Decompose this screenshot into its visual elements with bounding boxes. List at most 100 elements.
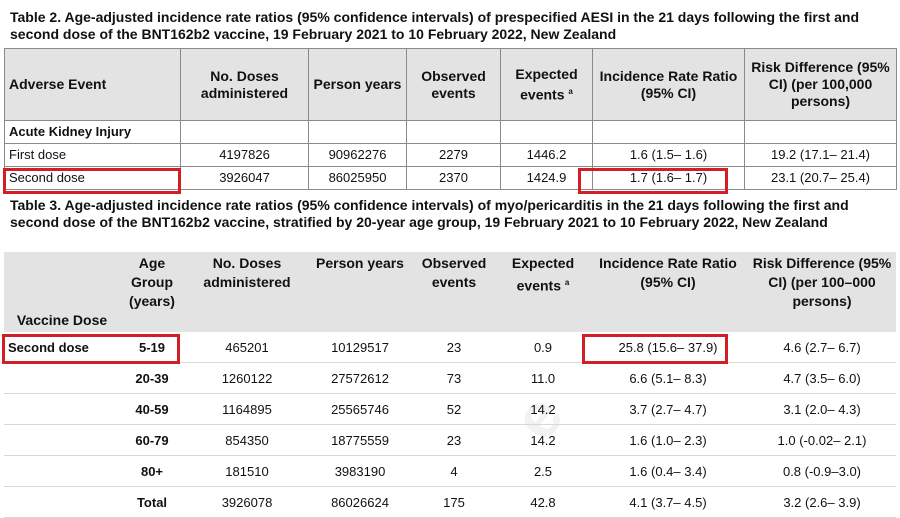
highlight-second-dose-t2 bbox=[3, 168, 181, 194]
row-age: 80+ bbox=[120, 455, 184, 487]
cell-person-years: 3983190 bbox=[310, 455, 410, 487]
cell-risk-diff: 1.0 (-0.02– 2.1) bbox=[748, 424, 896, 456]
cell-expected: 0.9 bbox=[498, 332, 588, 363]
table3-caption: Table 3. Age-adjusted incidence rate rat… bbox=[10, 197, 849, 230]
header-expected-text: Expected events bbox=[511, 255, 575, 294]
cell-person-years: 10129517 bbox=[310, 332, 410, 363]
group-label: Acute Kidney Injury bbox=[4, 120, 181, 144]
cell-observed: 73 bbox=[410, 362, 498, 394]
cell-doses: 854350 bbox=[184, 424, 310, 456]
row-dose bbox=[4, 455, 120, 487]
cell-person-years: 90962276 bbox=[308, 143, 407, 167]
table-row: First dose 4197826 90962276 2279 1446.2 … bbox=[4, 143, 897, 167]
cell-observed: 2370 bbox=[406, 166, 501, 190]
header-irr: Incidence Rate Ratio (95% CI) bbox=[588, 252, 748, 332]
cell-risk-diff: 4.6 (2.7– 6.7) bbox=[748, 332, 896, 363]
cell bbox=[744, 120, 897, 144]
cell-observed: 175 bbox=[410, 486, 498, 518]
header-expected-footnote: a bbox=[564, 278, 570, 287]
cell bbox=[308, 120, 407, 144]
table2-caption: Table 2. Age-adjusted incidence rate rat… bbox=[10, 9, 860, 42]
header-expected: Expected events a bbox=[498, 252, 588, 332]
cell-expected: 14.2 bbox=[498, 424, 588, 456]
highlight-second-dose-t3 bbox=[2, 334, 180, 364]
table-row: 20-39 1260122 27572612 73 11.0 6.6 (5.1–… bbox=[4, 362, 896, 394]
table-row: Acute Kidney Injury bbox=[4, 120, 897, 144]
cell-expected: 42.8 bbox=[498, 486, 588, 518]
cell-doses: 181510 bbox=[184, 455, 310, 487]
cell bbox=[592, 120, 745, 144]
header-expected: Expected events a bbox=[500, 48, 593, 121]
cell-irr: 1.6 (1.0– 2.3) bbox=[588, 424, 748, 456]
table-row: 40-59 1164895 25565746 52 14.2 3.7 (2.7–… bbox=[4, 393, 896, 425]
table3: Vaccine Dose Age Group (years) No. Doses… bbox=[4, 252, 896, 518]
cell-person-years: 86026624 bbox=[310, 486, 410, 518]
header-expected-footnote: a bbox=[568, 86, 573, 96]
cell-risk-diff: 23.1 (20.7– 25.4) bbox=[744, 166, 897, 190]
cell bbox=[500, 120, 593, 144]
cell-person-years: 86025950 bbox=[308, 166, 407, 190]
cell-doses: 3926078 bbox=[184, 486, 310, 518]
cell-irr: 3.7 (2.7– 4.7) bbox=[588, 393, 748, 425]
row-dose bbox=[4, 362, 120, 394]
header-adverse-event: Adverse Event bbox=[4, 48, 181, 121]
cell-risk-diff: 19.2 (17.1– 21.4) bbox=[744, 143, 897, 167]
cell-risk-diff: 4.7 (3.5– 6.0) bbox=[748, 362, 896, 394]
header-vaccine-dose: Vaccine Dose bbox=[4, 252, 120, 332]
row-age: 5-19 bbox=[120, 332, 184, 363]
table-row: Total 3926078 86026624 175 42.8 4.1 (3.7… bbox=[4, 486, 896, 518]
cell-person-years: 27572612 bbox=[310, 362, 410, 394]
row-dose bbox=[4, 424, 120, 456]
row-age: Total bbox=[120, 486, 184, 518]
cell-expected: 1424.9 bbox=[500, 166, 593, 190]
cell-person-years: 18775559 bbox=[310, 424, 410, 456]
cell-expected: 11.0 bbox=[498, 362, 588, 394]
header-expected-text: Expected events bbox=[515, 65, 578, 103]
cell-doses: 1260122 bbox=[184, 362, 310, 394]
row-age: 60-79 bbox=[120, 424, 184, 456]
cell-doses: 465201 bbox=[184, 332, 310, 363]
cell-irr: 1.6 (1.5– 1.6) bbox=[592, 143, 745, 167]
table-row: Second dose 5-19 465201 10129517 23 0.9 … bbox=[4, 332, 896, 363]
header-person-years: Person years bbox=[308, 48, 407, 121]
header-observed: Observed events bbox=[410, 252, 498, 332]
cell-expected: 2.5 bbox=[498, 455, 588, 487]
row-label: First dose bbox=[4, 143, 181, 167]
row-dose bbox=[4, 393, 120, 425]
cell-observed: 23 bbox=[410, 332, 498, 363]
header-observed: Observed events bbox=[406, 48, 501, 121]
cell-risk-diff: 3.1 (2.0– 4.3) bbox=[748, 393, 896, 425]
highlight-irr-t2 bbox=[578, 168, 728, 194]
cell-person-years: 25565746 bbox=[310, 393, 410, 425]
cell-risk-diff: 3.2 (2.6– 3.9) bbox=[748, 486, 896, 518]
cell-observed: 52 bbox=[410, 393, 498, 425]
cell-observed: 2279 bbox=[406, 143, 501, 167]
table-row: 60-79 854350 18775559 23 14.2 1.6 (1.0– … bbox=[4, 424, 896, 456]
row-age: 40-59 bbox=[120, 393, 184, 425]
cell bbox=[180, 120, 309, 144]
cell-irr: 1.6 (0.4– 3.4) bbox=[588, 455, 748, 487]
header-risk-diff: Risk Difference (95% CI) (per 100–000 pe… bbox=[748, 252, 896, 332]
cell-doses: 4197826 bbox=[180, 143, 309, 167]
cell-irr: 4.1 (3.7– 4.5) bbox=[588, 486, 748, 518]
cell-expected: 14.2 bbox=[498, 393, 588, 425]
header-person-years: Person years bbox=[310, 252, 410, 332]
cell-irr: 25.8 (15.6– 37.9) bbox=[588, 332, 748, 363]
header-risk-diff: Risk Difference (95% CI) (per 100,000 pe… bbox=[744, 48, 897, 121]
highlight-irr-t3 bbox=[582, 334, 728, 364]
header-age-group: Age Group (years) bbox=[120, 252, 184, 332]
cell-irr: 6.6 (5.1– 8.3) bbox=[588, 362, 748, 394]
cell-observed: 23 bbox=[410, 424, 498, 456]
row-dose bbox=[4, 486, 120, 518]
cell-expected: 1446.2 bbox=[500, 143, 593, 167]
cell-doses: 3926047 bbox=[180, 166, 309, 190]
cell bbox=[406, 120, 501, 144]
table-row: 80+ 181510 3983190 4 2.5 1.6 (0.4– 3.4) … bbox=[4, 455, 896, 487]
row-age: 20-39 bbox=[120, 362, 184, 394]
table2: Adverse Event No. Doses administered Per… bbox=[4, 48, 897, 190]
cell-risk-diff: 0.8 (-0.9–3.0) bbox=[748, 455, 896, 487]
header-irr: Incidence Rate Ratio (95% CI) bbox=[592, 48, 745, 121]
header-doses: No. Doses administered bbox=[180, 48, 309, 121]
cell-doses: 1164895 bbox=[184, 393, 310, 425]
cell-observed: 4 bbox=[410, 455, 498, 487]
